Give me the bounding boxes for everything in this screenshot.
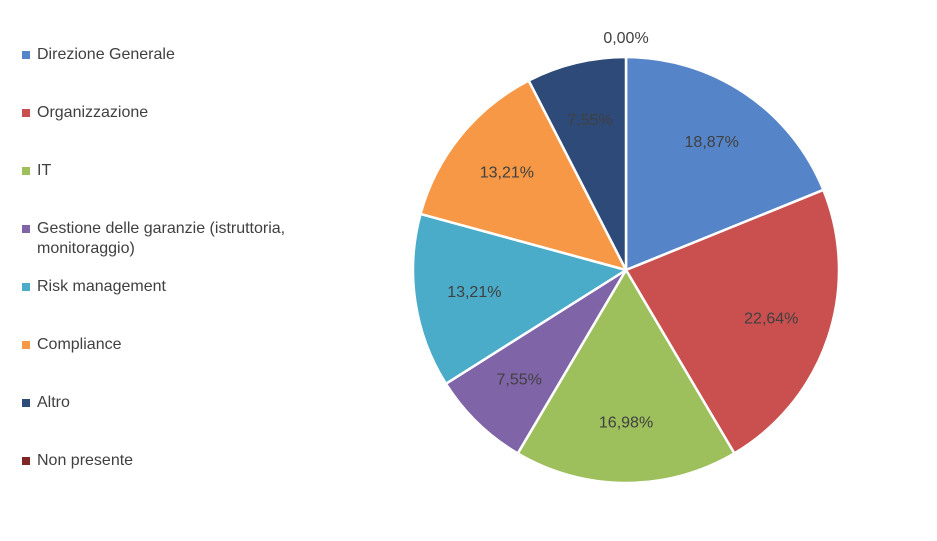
legend-label: Non presente: [37, 452, 134, 469]
slice-data-label: 16,98%: [599, 415, 653, 432]
slice-data-label: 22,64%: [744, 310, 798, 327]
legend-swatch: [22, 341, 30, 349]
legend-item: Risk management: [22, 277, 342, 297]
legend-swatch: [22, 399, 30, 407]
legend-label: Direzione Generale: [37, 46, 175, 63]
legend-label: Gestione delle garanzie (istruttoria, mo…: [37, 220, 286, 257]
legend-swatch: [22, 283, 30, 291]
slice-data-label: 18,87%: [685, 134, 739, 151]
legend-item: Compliance: [22, 335, 342, 355]
pie-slice: [527, 55, 628, 272]
legend-swatch: [22, 457, 30, 465]
legend-item: Direzione Generale: [22, 45, 342, 65]
legend-item: IT: [22, 161, 342, 181]
legend-item: Organizzazione: [22, 103, 342, 123]
legend-label: Organizzazione: [37, 104, 149, 121]
pie-slice: [624, 188, 841, 455]
legend-swatch: [22, 51, 30, 59]
slice-data-label: 13,21%: [480, 165, 534, 182]
slice-data-label: 13,21%: [447, 284, 501, 301]
legend-label: IT: [37, 162, 52, 179]
slice-data-label: 7,55%: [497, 371, 542, 388]
legend-item: Non presente: [22, 451, 342, 471]
legend-label: Risk management: [37, 278, 166, 295]
legend-swatch: [22, 225, 30, 233]
pie-slice: [419, 79, 628, 272]
legend-swatch: [22, 167, 30, 175]
pie-slice: [516, 268, 736, 485]
legend-item: Altro: [22, 393, 342, 413]
slice-data-label: 0,00%: [603, 30, 648, 47]
pie-slice: [444, 268, 628, 455]
legend-item: Gestione delle garanzie (istruttoria, mo…: [22, 219, 342, 259]
legend-swatch: [22, 109, 30, 117]
slice-data-label: 7,55%: [567, 112, 612, 129]
legend-label: Altro: [37, 394, 70, 411]
pie-slice: [624, 55, 825, 272]
legend-label: Compliance: [37, 336, 122, 353]
